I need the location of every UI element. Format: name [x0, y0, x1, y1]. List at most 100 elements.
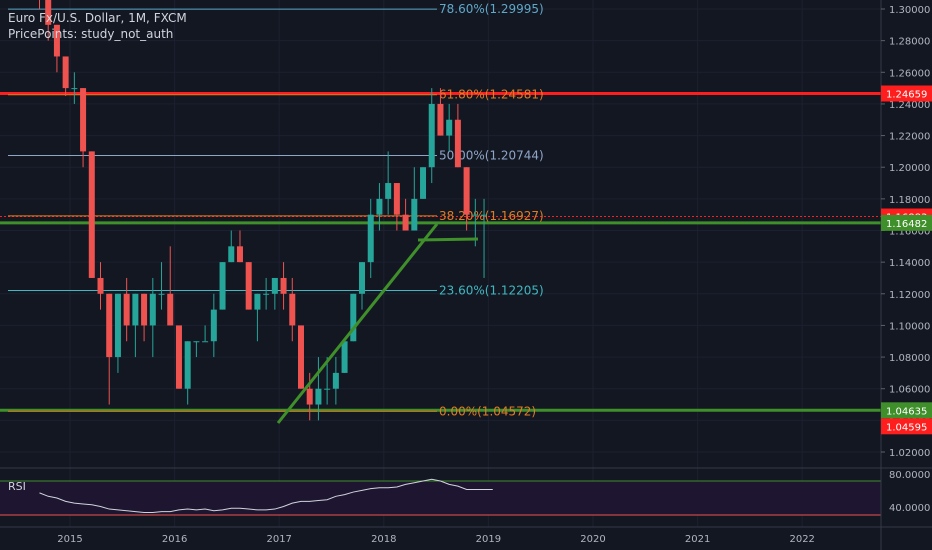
time-label: 2016 [162, 534, 187, 545]
candle [393, 183, 400, 231]
candle [53, 24, 60, 73]
candle-body [437, 103, 444, 136]
candle [428, 88, 435, 184]
candle [236, 230, 243, 263]
candle [106, 293, 113, 405]
candle-body [289, 293, 296, 326]
candle [88, 151, 95, 278]
candle [315, 357, 322, 421]
fib-label: 0.00%(1.04572) [439, 404, 536, 418]
candle-body [341, 341, 348, 373]
candle-body [315, 388, 322, 405]
candle-body [106, 293, 113, 358]
candle [297, 325, 304, 389]
short-support-line[interactable] [417, 237, 479, 242]
candle-body [202, 341, 209, 343]
candle-body [393, 183, 400, 215]
candle-body [324, 388, 331, 390]
rsi-band [0, 481, 881, 515]
fib-label: 50.00%(1.20744) [439, 148, 544, 162]
candle-body [359, 262, 366, 294]
candle-body [254, 293, 261, 310]
candle-body [428, 103, 435, 168]
candle [254, 293, 261, 342]
candle-body [175, 325, 182, 389]
candle-body [245, 262, 252, 310]
candle-body [141, 293, 148, 326]
price-tick-label: 1.28000 [889, 37, 930, 48]
candle [193, 341, 200, 358]
candle [402, 198, 409, 231]
candle [367, 198, 374, 278]
candle-body [271, 277, 278, 294]
price-axis[interactable]: 1.30000 1.28000 1.26000 1.24000 1.22000 1.200… [881, 5, 932, 514]
candle [184, 341, 191, 405]
candle-body [376, 198, 383, 215]
rsi-line [39, 478, 493, 513]
price-tick-label: 1.02000 [889, 448, 930, 459]
candle [141, 293, 148, 342]
candle [446, 103, 453, 152]
candle-body [62, 56, 69, 89]
candles [38, 0, 488, 421]
price-tick-label: 1.06000 [889, 385, 930, 396]
time-label: 2017 [266, 534, 291, 545]
price-tag-label: 1.24659 [886, 90, 927, 101]
candle-body [45, 0, 52, 25]
candle [341, 341, 348, 373]
candle-body [149, 293, 156, 326]
candle-body [367, 214, 374, 263]
candle [280, 262, 287, 310]
candle-body [472, 214, 479, 216]
price-tag-label: 1.04635 [886, 406, 927, 417]
price-tick-label: 1.10000 [889, 321, 930, 332]
price-tag-label: 1.04595 [886, 422, 927, 433]
candle [350, 293, 357, 342]
price-tick-label: 1.08000 [889, 353, 930, 364]
candle [114, 293, 121, 373]
candle-body [454, 119, 461, 168]
candle [80, 88, 87, 168]
candle-body [114, 293, 121, 358]
price-tick-label: 1.18000 [889, 195, 930, 206]
candle [376, 183, 383, 231]
time-label: 2015 [57, 534, 82, 545]
candle [481, 198, 488, 278]
candle [454, 103, 461, 168]
candle [219, 262, 226, 310]
rising-trendline[interactable] [276, 223, 439, 424]
candle [437, 88, 444, 136]
candle-body [184, 341, 191, 389]
candle-body [236, 246, 243, 263]
price-tick-label: 1.22000 [889, 132, 930, 143]
candle-body [385, 183, 392, 199]
candle-body [446, 119, 453, 136]
rsi-label: RSI [8, 480, 26, 493]
time-label: 2021 [685, 534, 710, 545]
candle [289, 277, 296, 342]
candle-body [80, 88, 87, 152]
candle [97, 262, 104, 310]
candle-body [123, 293, 130, 326]
rsi-pane [0, 478, 881, 516]
price-tick-label: 1.30000 [889, 5, 930, 16]
candle-body [332, 372, 339, 389]
candle [385, 151, 392, 215]
candle-body [71, 88, 78, 90]
time-axis[interactable]: 2015 2016 2017 2018 2019 2020 2021 2022 [57, 534, 815, 545]
candle-body [210, 309, 217, 342]
price-tag [881, 85, 932, 102]
candle-body [420, 167, 427, 199]
candle [228, 230, 235, 263]
candle-body [167, 293, 174, 326]
trendlines [276, 223, 479, 424]
candle-body [228, 246, 235, 263]
candle [149, 277, 156, 358]
candle-body [97, 277, 104, 294]
candle-body [53, 24, 60, 57]
candle [324, 357, 331, 405]
candle-body [350, 293, 357, 342]
symbol-title: Euro Fx/U.S. Dollar, 1M, FXCM [8, 11, 187, 25]
